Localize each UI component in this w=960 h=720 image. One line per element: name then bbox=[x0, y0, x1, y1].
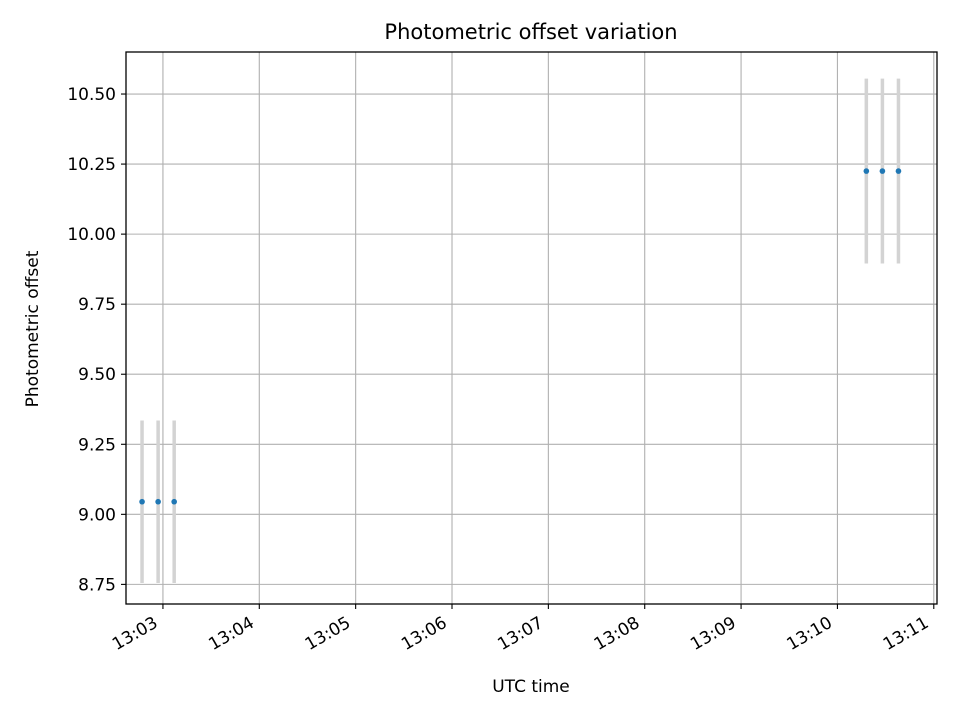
data-point bbox=[863, 168, 870, 174]
data-point bbox=[139, 498, 145, 505]
x-axis-label: UTC time bbox=[492, 677, 570, 697]
y-tick-label: 9.25 bbox=[78, 435, 116, 455]
data-points bbox=[139, 168, 902, 505]
y-tick-label: 9.50 bbox=[78, 365, 116, 385]
y-tick-label: 9.00 bbox=[78, 505, 116, 525]
y-tick-label: 9.75 bbox=[78, 295, 116, 315]
data-point bbox=[879, 168, 886, 174]
data-point bbox=[171, 498, 177, 505]
data-point bbox=[895, 168, 902, 174]
plot-frame bbox=[125, 51, 938, 605]
y-tick-label: 10.25 bbox=[67, 155, 116, 175]
y-axis-ticks: 8.75 9.00 9.25 9.50 9.75 10.00 10.25 10.50 bbox=[67, 85, 126, 595]
grid bbox=[126, 52, 937, 604]
y-tick-label: 10.50 bbox=[67, 85, 116, 105]
y-tick-label: 8.75 bbox=[78, 575, 116, 595]
y-tick-label: 10.00 bbox=[67, 225, 116, 245]
data-point bbox=[155, 498, 161, 505]
chart-title: Photometric offset variation bbox=[384, 20, 677, 44]
y-axis-label: Photometric offset bbox=[23, 250, 43, 407]
